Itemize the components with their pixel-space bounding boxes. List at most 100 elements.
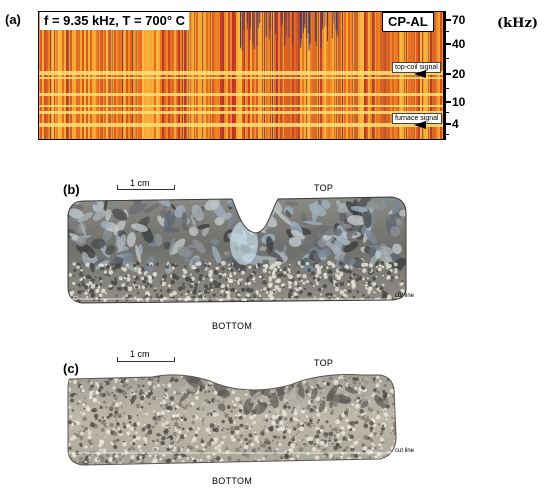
grain xyxy=(211,245,222,265)
spectral-streak xyxy=(48,11,50,140)
grain xyxy=(112,256,124,264)
fine-grain xyxy=(146,282,149,285)
spectral-streak xyxy=(268,11,270,40)
fine-grain xyxy=(277,261,282,266)
spectral-streak xyxy=(390,11,392,140)
fine-grain xyxy=(166,289,171,294)
fine-grain xyxy=(99,448,103,452)
fine-grain xyxy=(152,396,157,401)
fine-grain xyxy=(224,413,229,418)
fine-grain xyxy=(394,461,396,464)
fine-grain xyxy=(82,416,88,422)
fine-grain xyxy=(311,388,314,391)
spectral-streak xyxy=(64,11,66,140)
spectral-streak xyxy=(194,11,195,140)
grain xyxy=(310,388,318,400)
fine-grain xyxy=(328,295,331,298)
tick-label-20: 20 xyxy=(452,67,466,81)
fine-grain xyxy=(237,438,241,443)
grain xyxy=(318,400,326,413)
fine-grain xyxy=(146,273,148,275)
fine-grain xyxy=(128,385,133,389)
grain xyxy=(276,211,293,226)
spectral-band xyxy=(38,105,444,107)
fine-grain xyxy=(167,284,171,288)
fine-grain xyxy=(287,280,293,286)
fine-grain xyxy=(282,435,287,440)
fine-grain xyxy=(238,408,243,413)
fine-grain xyxy=(159,457,163,461)
fine-grain xyxy=(131,389,134,392)
fine-grain xyxy=(353,273,357,277)
fine-grain xyxy=(144,284,148,288)
fine-grain xyxy=(162,399,165,402)
fine-grain xyxy=(213,390,218,395)
spectral-streak xyxy=(230,11,232,140)
fine-grain xyxy=(359,409,364,414)
fine-grain xyxy=(73,268,77,272)
fine-grain xyxy=(212,280,218,285)
fine-grain xyxy=(135,390,138,393)
spectral-streak xyxy=(240,11,242,49)
spectral-streak xyxy=(110,11,111,140)
grain xyxy=(148,242,156,247)
fine-grain xyxy=(395,461,396,464)
fine-grain xyxy=(317,445,321,449)
fine-grain xyxy=(373,423,376,427)
fine-grain xyxy=(137,270,142,275)
spectral-streak xyxy=(282,11,283,140)
fine-grain xyxy=(142,457,145,460)
fine-grain xyxy=(317,449,320,453)
grain xyxy=(349,258,356,266)
fine-grain xyxy=(373,446,378,450)
spectral-streak xyxy=(316,11,318,47)
grain xyxy=(246,200,254,216)
fine-grain xyxy=(166,436,169,439)
fine-grain xyxy=(354,420,359,425)
spectral-streak xyxy=(108,11,110,140)
fine-grain xyxy=(356,290,360,294)
fine-grain xyxy=(190,401,195,406)
fine-grain xyxy=(241,375,244,378)
scale-bar-tick xyxy=(174,357,175,362)
fine-grain xyxy=(250,413,253,416)
spectral-streak xyxy=(249,11,251,40)
fine-grain xyxy=(259,297,264,302)
spectral-streak xyxy=(174,11,176,140)
spectral-streak xyxy=(330,11,332,140)
fine-grain xyxy=(237,297,242,302)
fine-grain xyxy=(94,453,97,456)
axis-tick xyxy=(446,19,451,21)
fine-grain xyxy=(97,401,100,404)
spectral-streak xyxy=(196,11,198,140)
fine-grain xyxy=(351,403,355,406)
fine-grain xyxy=(321,287,323,290)
fine-grain xyxy=(203,289,208,294)
fine-grain xyxy=(134,431,138,434)
spectral-streak xyxy=(270,11,271,140)
fine-grain xyxy=(117,413,123,418)
spectral-streak xyxy=(90,11,92,140)
fine-grain xyxy=(84,460,87,464)
fine-grain xyxy=(298,439,301,442)
fine-grain xyxy=(286,423,289,426)
fine-grain xyxy=(195,262,199,266)
fine-grain xyxy=(234,462,240,465)
spectral-streak xyxy=(268,11,270,140)
fine-grain xyxy=(261,442,267,448)
fine-grain xyxy=(345,446,349,449)
fine-grain xyxy=(323,432,329,438)
grain xyxy=(104,197,109,212)
fine-grain xyxy=(358,392,361,395)
fine-grain xyxy=(333,401,338,407)
fine-grain xyxy=(108,270,114,275)
grain xyxy=(128,199,148,215)
fine-grain xyxy=(347,289,352,294)
fine-grain xyxy=(305,434,308,437)
fine-grain xyxy=(260,431,265,436)
fine-grain xyxy=(229,278,234,284)
spectral-streak xyxy=(214,11,216,140)
grain xyxy=(360,400,369,409)
fine-grain xyxy=(355,424,358,426)
spectral-streak xyxy=(234,11,236,140)
